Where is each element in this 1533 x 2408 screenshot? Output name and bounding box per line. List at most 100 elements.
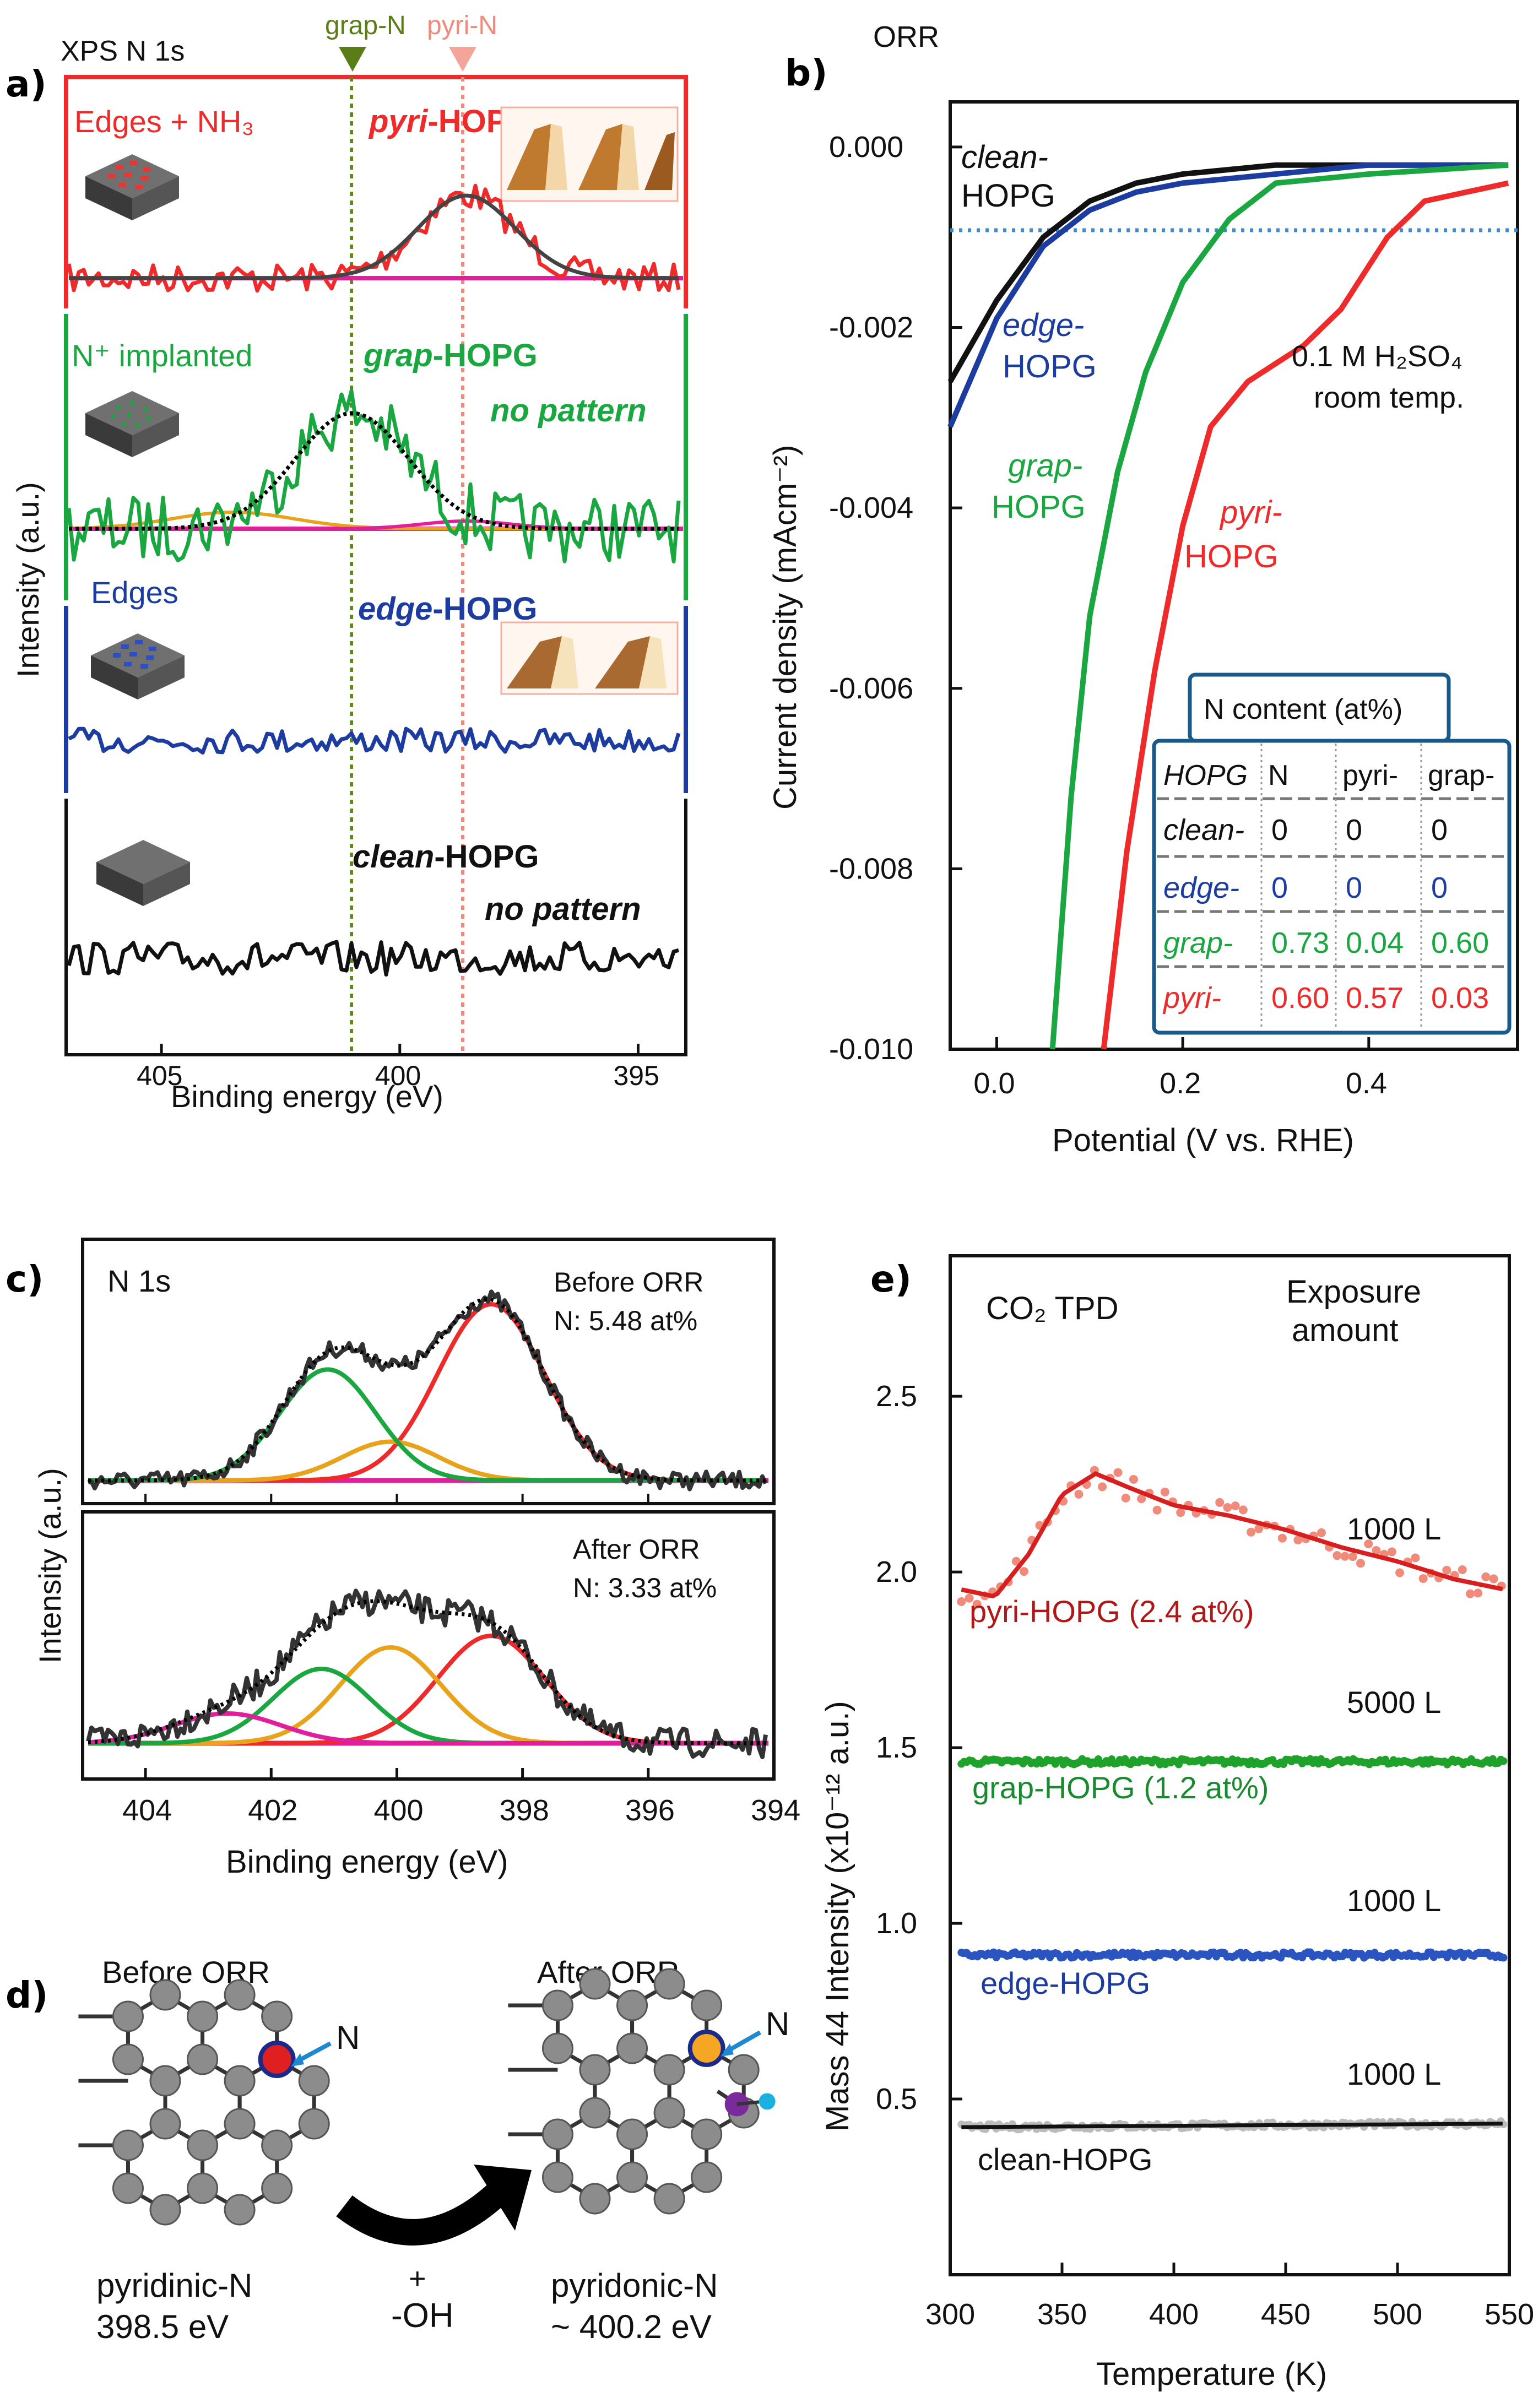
panel-e-point [1277, 1533, 1287, 1543]
carbon-atom [149, 2065, 181, 2097]
panel-c-raw-after [86, 1588, 768, 1759]
panel-e-point [1395, 1568, 1405, 1577]
n-pointer-arrowhead-left [291, 2053, 304, 2067]
panel-b-y-tick-label: -0.008 [829, 852, 913, 885]
panel-b-curve-edge-HOPG [947, 162, 1509, 428]
panel-b-xlabel: Potential (V vs. RHE) [1052, 1122, 1354, 1158]
panel-e-point [1113, 1468, 1123, 1477]
curve-label-grap-2: HOPG [992, 489, 1086, 525]
panel-c-label: c) [6, 1258, 44, 1300]
panel-b-y-tick-label: -0.002 [829, 311, 913, 344]
carbon-atom [298, 2108, 330, 2140]
panel-e-point [1231, 1501, 1240, 1511]
carbon-atom [149, 2194, 181, 2226]
panel-b-header: ORR [873, 20, 939, 53]
panel-b-curve-pyri-HOPG [1101, 180, 1509, 1050]
sample-block-icon-3 [91, 633, 185, 699]
pyridinic-molecule [78, 1979, 330, 2226]
panel-e-point [1074, 1489, 1084, 1499]
panel-e-point [1011, 1556, 1021, 1566]
panel-a-x-tick-label: 405 [137, 1060, 182, 1091]
panel-b: b) ORR 0.000-0.002-0.004-0.006-0.008-0.0… [767, 20, 1519, 1158]
axes-frame-c-bottom [81, 1510, 776, 1781]
panel-a-header: XPS N 1s [61, 35, 185, 67]
panel-c-x-tick-label: 398 [500, 1794, 549, 1827]
table-cell: 0.04 [1346, 926, 1404, 959]
panel-e-x-tick-label: 400 [1149, 2298, 1199, 2331]
table-cell: clean- [1163, 813, 1244, 847]
reaction-arrowhead [474, 2165, 532, 2231]
table-cell: 0 [1346, 813, 1362, 847]
panel-a-ylabel: Intensity (a.u.) [10, 482, 45, 677]
panel-a-trace-edge [68, 726, 681, 755]
n-label-right: N [766, 2005, 789, 2042]
table-header-cell: grap- [1428, 760, 1494, 791]
panel-e-point [1152, 1505, 1162, 1515]
track-mid-label-3: edge-HOPG [358, 591, 538, 627]
carbon-atom [691, 1989, 723, 2021]
panel-e-x-tick-label: 550 [1485, 2298, 1533, 2331]
panel-a-x-axis: 405 400 395 [137, 1044, 659, 1091]
panel-e-label: e) [870, 1258, 912, 1300]
panel-e-x-tick-label: 300 [925, 2298, 975, 2331]
panel-c-x-tick-label: 396 [625, 1794, 675, 1827]
nitrogen-atom [258, 2041, 296, 2078]
series-name-clean: clean-HOPG [978, 2142, 1152, 2177]
carbon-atom [224, 2194, 256, 2226]
panel-e-header: CO₂ TPD [986, 1290, 1119, 1326]
carbon-atom [112, 2172, 144, 2204]
panel-b-ylabel: Current density (mAcm⁻²) [767, 445, 803, 810]
axes-frame-b [949, 100, 1519, 1051]
panel-d: d) Before ORR After ORR N N + -OH pyridi… [6, 1955, 789, 2345]
conditions-line-2: room temp. [1314, 381, 1464, 414]
carbon-atom [187, 2000, 219, 2032]
pyridinic-n-energy: 398.5 eV [96, 2308, 229, 2345]
marker-pyri-triangle [449, 47, 476, 72]
panel-e-point [1489, 1574, 1498, 1583]
carbon-atom [187, 2043, 219, 2075]
carbon-atom [261, 2172, 293, 2204]
panel-e-y-tick-label: 2.5 [876, 1380, 917, 1413]
panel-c: c) N 1s Before ORR N: 5.48 at% After ORR… [6, 1238, 800, 1880]
panel-e-y-tick-label: 0.5 [876, 2082, 917, 2116]
curve-label-edge-1: edge- [1003, 307, 1084, 343]
panel-e-y-tick-label: 1.0 [876, 1907, 917, 1940]
carbon-atom [691, 2161, 723, 2193]
table-cell: 0.60 [1431, 926, 1489, 959]
series-name-edge: edge-HOPG [981, 1966, 1150, 2000]
sample-block-icon-2 [85, 391, 179, 457]
carbon-atom [653, 1968, 685, 2000]
carbon-atom [541, 1989, 573, 2021]
track-left-label-1: Edges + NH₃ [74, 104, 254, 139]
marker-grap-n: grap-N [325, 11, 406, 40]
hydrogen-atom [759, 2093, 776, 2110]
carbon-atom [541, 2032, 573, 2064]
panel-c-xlabel: Binding energy (eV) [226, 1844, 508, 1880]
panel-e-point [1176, 1508, 1185, 1517]
curve-label-grap-1: grap- [1008, 448, 1082, 484]
panel-a: a) XPS N 1s grap-N pyri-N Edges + NH₃ py… [6, 11, 688, 1114]
table-cell: 0.73 [1271, 926, 1329, 959]
panel-e-point [1372, 1545, 1381, 1555]
panel-e-point [1137, 1494, 1146, 1504]
panel-c-header: N 1s [107, 1263, 171, 1298]
panel-e-point [1215, 1498, 1225, 1507]
panel-e-point [1293, 1536, 1303, 1545]
panel-b-x-tick-label: 0.2 [1160, 1067, 1201, 1100]
before-orr-title: Before ORR [554, 1267, 703, 1298]
panel-a-trace-clean [67, 940, 679, 977]
panel-e-point [1129, 1474, 1138, 1484]
n-pointer-arrowhead-right [721, 2043, 734, 2057]
panel-e-point [1098, 1482, 1107, 1492]
panel-e-point [957, 1597, 966, 1606]
table-header-cell: pyri- [1342, 760, 1398, 791]
panel-b-y-tick-label: -0.010 [829, 1033, 913, 1066]
table-cell: 0.57 [1346, 981, 1404, 1015]
afm-image-icon-1 [500, 106, 679, 202]
carbon-atom [579, 2183, 611, 2215]
table-cell: 0 [1271, 813, 1288, 847]
marker-pyri-n: pyri-N [427, 11, 497, 40]
track-bracket-blue [64, 606, 688, 793]
